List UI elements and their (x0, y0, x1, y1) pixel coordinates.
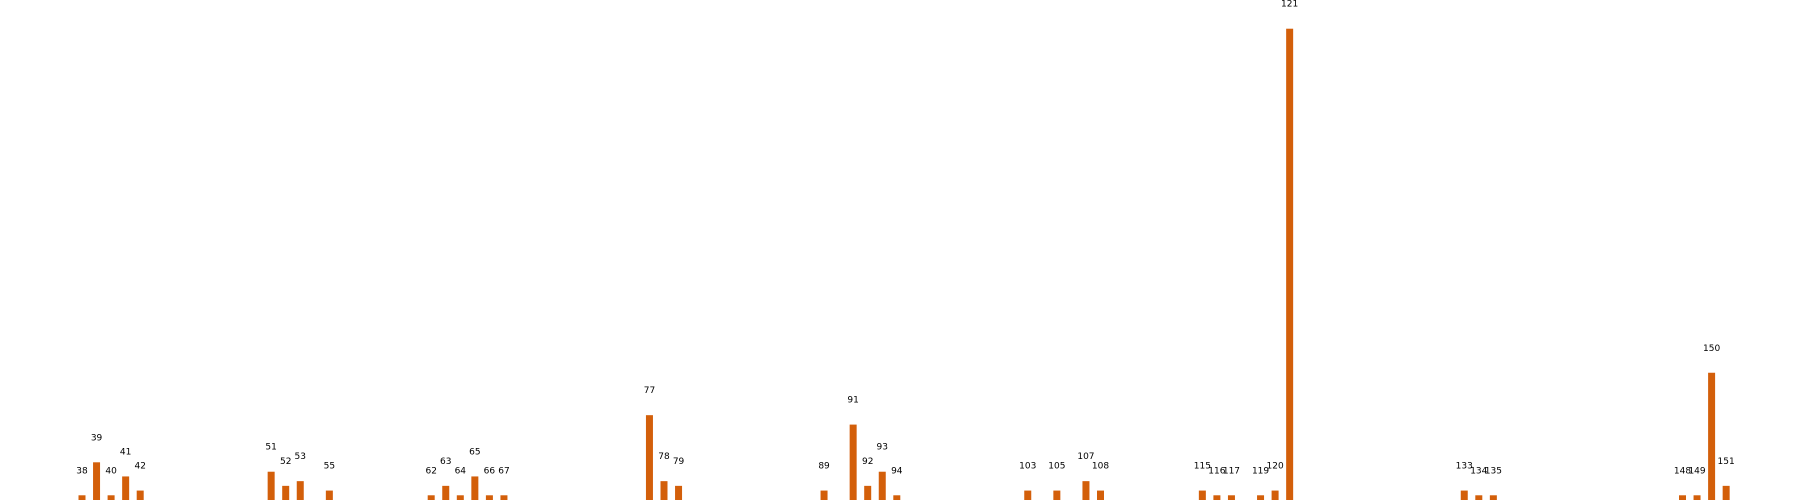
bar-label-65: 65 (469, 447, 480, 457)
bar-label-117: 117 (1223, 466, 1240, 476)
bar-label-52: 52 (280, 457, 291, 467)
bar-label-149: 149 (1688, 466, 1705, 476)
bar-label-55: 55 (324, 462, 335, 472)
bar-label-105: 105 (1048, 462, 1065, 472)
bar-150 (1708, 372, 1716, 500)
bar-label-89: 89 (818, 462, 830, 472)
bar-65 (471, 476, 479, 500)
bar-label-134: 134 (1470, 466, 1487, 476)
bar-label-119: 119 (1252, 466, 1269, 476)
bar-label-40: 40 (105, 466, 117, 476)
bar-label-103: 103 (1019, 462, 1036, 472)
bar-label-64: 64 (455, 466, 467, 476)
bar-77 (645, 415, 653, 500)
bar-79 (675, 485, 683, 500)
bar-107 (1082, 481, 1090, 500)
bar-label-63: 63 (440, 457, 451, 467)
bar-92 (864, 485, 872, 500)
bar-51 (267, 471, 275, 500)
bar-149 (1693, 495, 1701, 500)
bar-108 (1097, 490, 1104, 500)
bar-label-79: 79 (673, 457, 685, 467)
bar-39 (93, 462, 101, 500)
bar-label-121: 121 (1281, 0, 1298, 10)
bar-38 (78, 495, 86, 500)
bar-52 (282, 485, 290, 500)
bar-label-150: 150 (1703, 344, 1720, 354)
bar-label-107: 107 (1077, 452, 1094, 462)
bar-103 (1024, 490, 1032, 500)
bar-label-94: 94 (891, 466, 903, 476)
bar-label-53: 53 (295, 452, 306, 462)
bar-91 (849, 424, 857, 500)
bar-label-92: 92 (862, 457, 873, 467)
bar-64 (456, 495, 464, 500)
bar-62 (427, 495, 435, 500)
bar-label-38: 38 (76, 466, 88, 476)
bar-42 (136, 490, 144, 500)
bar-151 (1722, 485, 1730, 500)
bar-label-151: 151 (1718, 457, 1735, 467)
bar-label-135: 135 (1485, 466, 1502, 476)
bar-94 (893, 495, 901, 500)
bar-label-115: 115 (1194, 462, 1211, 472)
bar-label-116: 116 (1208, 466, 1225, 476)
bar-121 (1286, 28, 1294, 500)
bar-label-133: 133 (1456, 462, 1473, 472)
bar-66 (485, 495, 493, 500)
bar-55 (325, 490, 333, 500)
bar-53 (296, 481, 304, 500)
bar-label-108: 108 (1092, 462, 1109, 472)
bar-117 (1227, 495, 1235, 500)
bar-134 (1475, 495, 1483, 500)
bar-119 (1257, 495, 1265, 500)
bar-label-39: 39 (91, 433, 103, 443)
bar-63 (442, 485, 450, 500)
bar-label-41: 41 (120, 447, 131, 457)
bar-label-42: 42 (134, 462, 145, 472)
bar-label-51: 51 (265, 443, 276, 453)
bar-115 (1198, 490, 1206, 500)
bar-120 (1271, 490, 1279, 500)
bar-67 (500, 495, 508, 500)
bars-layer (78, 28, 1730, 500)
bar-93 (878, 471, 886, 500)
bar-133 (1460, 490, 1468, 500)
bar-41 (122, 476, 130, 500)
bar-116 (1213, 495, 1221, 500)
bar-label-66: 66 (484, 466, 496, 476)
bar-78 (660, 481, 668, 500)
bar-40 (107, 495, 115, 500)
bar-label-120: 120 (1267, 462, 1284, 472)
bar-label-62: 62 (425, 466, 436, 476)
bar-label-91: 91 (847, 396, 858, 406)
bar-135 (1489, 495, 1497, 500)
bar-label-148: 148 (1674, 466, 1691, 476)
bar-label-77: 77 (644, 386, 655, 396)
bar-105 (1053, 490, 1061, 500)
bar-148 (1679, 495, 1686, 500)
bar-89 (820, 490, 828, 500)
bar-label-93: 93 (877, 443, 888, 453)
bar-label-78: 78 (658, 452, 670, 462)
bar-label-67: 67 (498, 466, 509, 476)
